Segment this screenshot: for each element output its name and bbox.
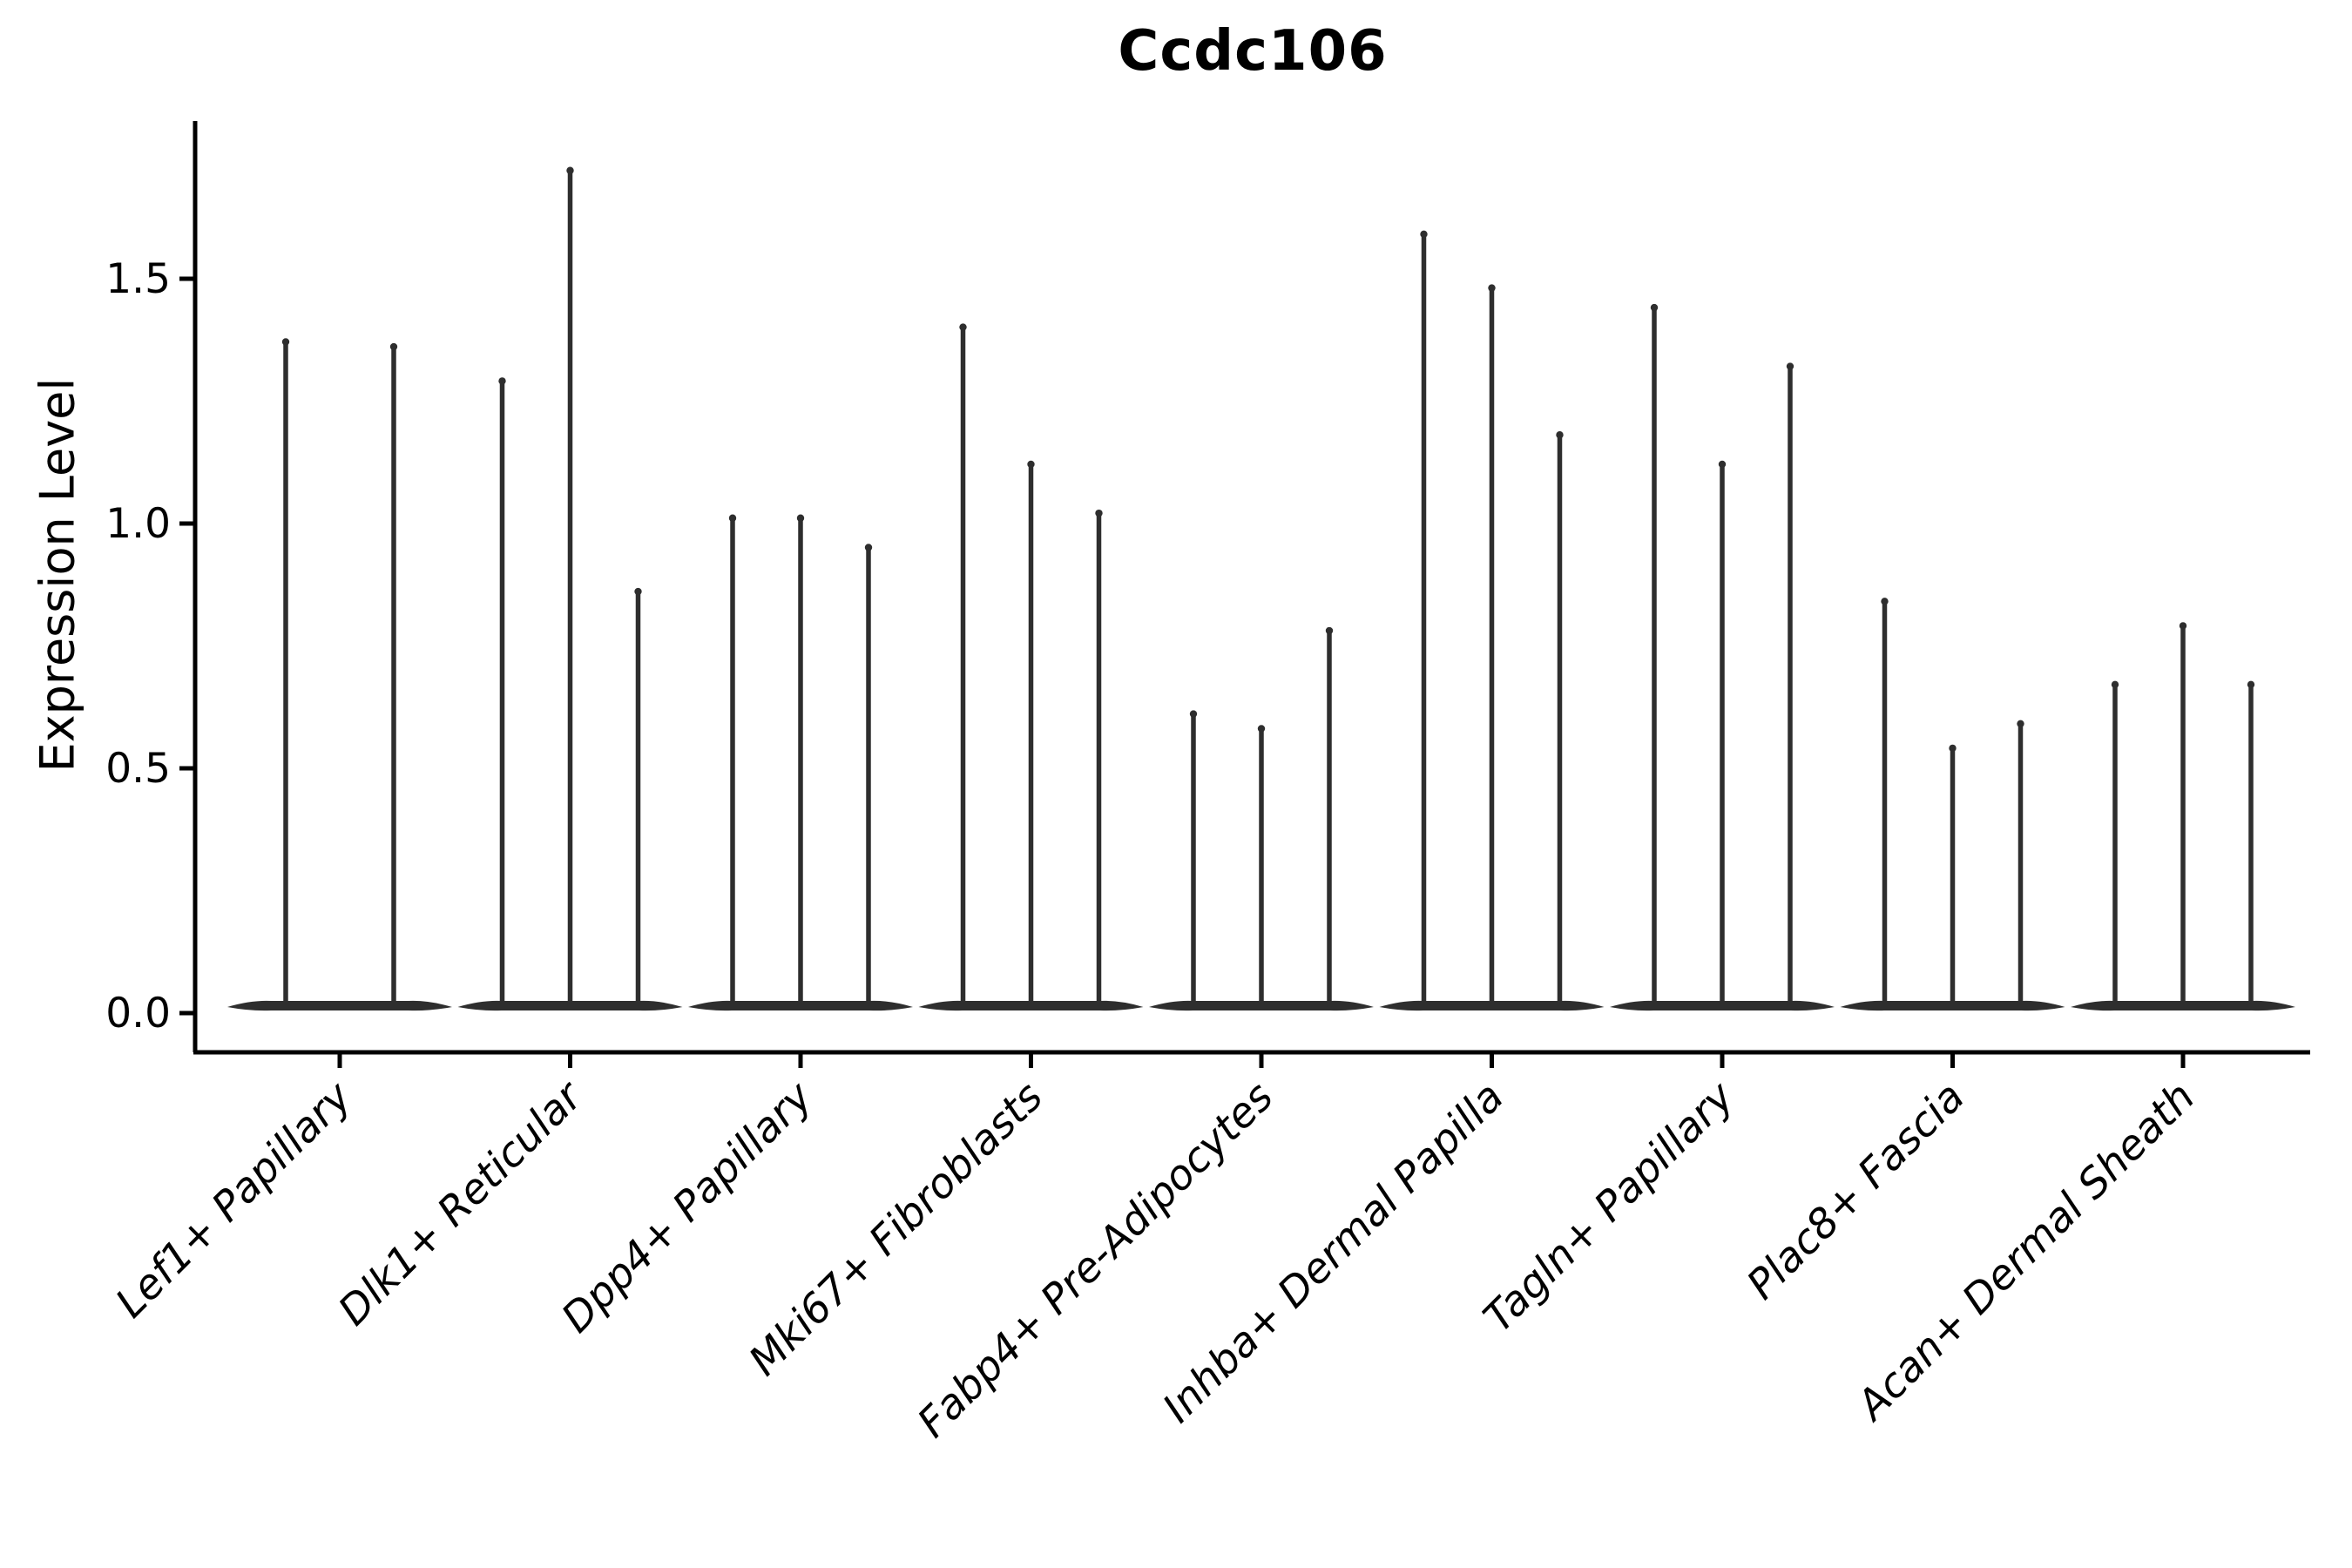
violin-spike-tip	[1556, 431, 1564, 439]
x-tick-label: Tagln+ Papillary	[1475, 1072, 1745, 1342]
x-tick-label: Lef1+ Papillary	[106, 1072, 362, 1328]
violin-spike-tip	[1650, 303, 1659, 312]
violin-spike-tip	[2017, 720, 2024, 727]
x-tick-label: Dlk1+ Reticular	[329, 1071, 593, 1335]
violin-spike-tip	[1420, 230, 1428, 238]
violin-spike-tip	[1095, 509, 1103, 517]
violin-spike-tip	[1257, 725, 1266, 733]
violin-spike-tip	[389, 342, 398, 351]
violin-spike-tip	[796, 514, 805, 522]
violin-spike-tip	[1488, 284, 1496, 292]
y-tick-label: 0.0	[105, 990, 171, 1037]
violin-spike-tip	[1325, 626, 1334, 635]
violin-spike-tip	[1949, 744, 1957, 753]
y-tick-label: 0.5	[105, 745, 171, 793]
chart-title: Ccdc106	[1118, 19, 1388, 84]
violin-spike-tip	[566, 166, 574, 174]
violin-spike-tip	[1027, 460, 1035, 469]
x-tick-label: Plac8+ Fascia	[1738, 1073, 1974, 1309]
violin-spike-tip	[1786, 362, 1794, 370]
violin-spike-tip	[281, 338, 290, 346]
violin-spike-tip	[2111, 680, 2119, 689]
violin-spike-tip	[959, 323, 967, 331]
y-tick-label: 1.0	[105, 500, 171, 548]
violin-spike-tip	[728, 514, 737, 522]
violin-base	[227, 1000, 452, 1011]
violin-spike-tip	[634, 587, 642, 596]
violin-spike-tip	[2179, 622, 2187, 630]
violin-spike-tip	[2247, 680, 2255, 689]
violin-spike-tip	[1881, 598, 1889, 605]
x-tick-label: Dpp4+ Papillary	[552, 1072, 822, 1342]
violin-spike-tip	[1189, 710, 1198, 718]
violin-spike-tip	[498, 377, 506, 385]
violin-spike-tip	[864, 544, 873, 551]
y-tick-label: 1.5	[105, 255, 171, 303]
violin-spike-tip	[1718, 460, 1727, 469]
